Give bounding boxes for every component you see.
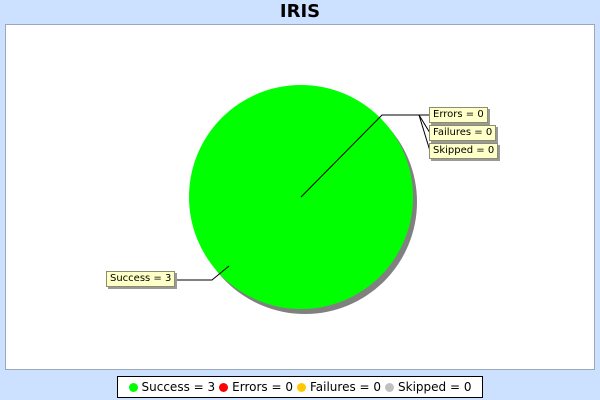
leader-line-skipped <box>418 114 431 152</box>
callout-success: Success = 3 <box>106 271 176 287</box>
callout-failures: Failures = 0 <box>429 125 497 141</box>
plot-area: Success = 3 Errors = 0 Failures = 0 Skip… <box>5 24 595 370</box>
legend-swatch-success <box>128 382 138 392</box>
legend-item-success: Success = 3 <box>128 380 216 394</box>
callout-skipped: Skipped = 0 <box>429 143 499 159</box>
legend: Success = 3 Errors = 0 Failures = 0 Skip… <box>117 376 483 398</box>
leader-line-errors <box>300 114 430 198</box>
leader-line-failures <box>418 114 431 134</box>
legend-swatch-skipped <box>385 382 395 392</box>
legend-label-failures: Failures = 0 <box>309 380 382 394</box>
callout-errors: Errors = 0 <box>429 107 488 123</box>
legend-swatch-failures <box>296 382 306 392</box>
legend-label-errors: Errors = 0 <box>232 380 293 394</box>
legend-item-errors: Errors = 0 <box>219 380 293 394</box>
legend-label-skipped: Skipped = 0 <box>398 380 472 394</box>
legend-item-failures: Failures = 0 <box>296 380 382 394</box>
legend-swatch-errors <box>219 382 229 392</box>
legend-label-success: Success = 3 <box>141 380 216 394</box>
chart-title: IRIS <box>279 1 321 22</box>
pie-chart <box>172 85 431 314</box>
leader-line-success <box>172 265 230 281</box>
legend-item-skipped: Skipped = 0 <box>385 380 471 394</box>
